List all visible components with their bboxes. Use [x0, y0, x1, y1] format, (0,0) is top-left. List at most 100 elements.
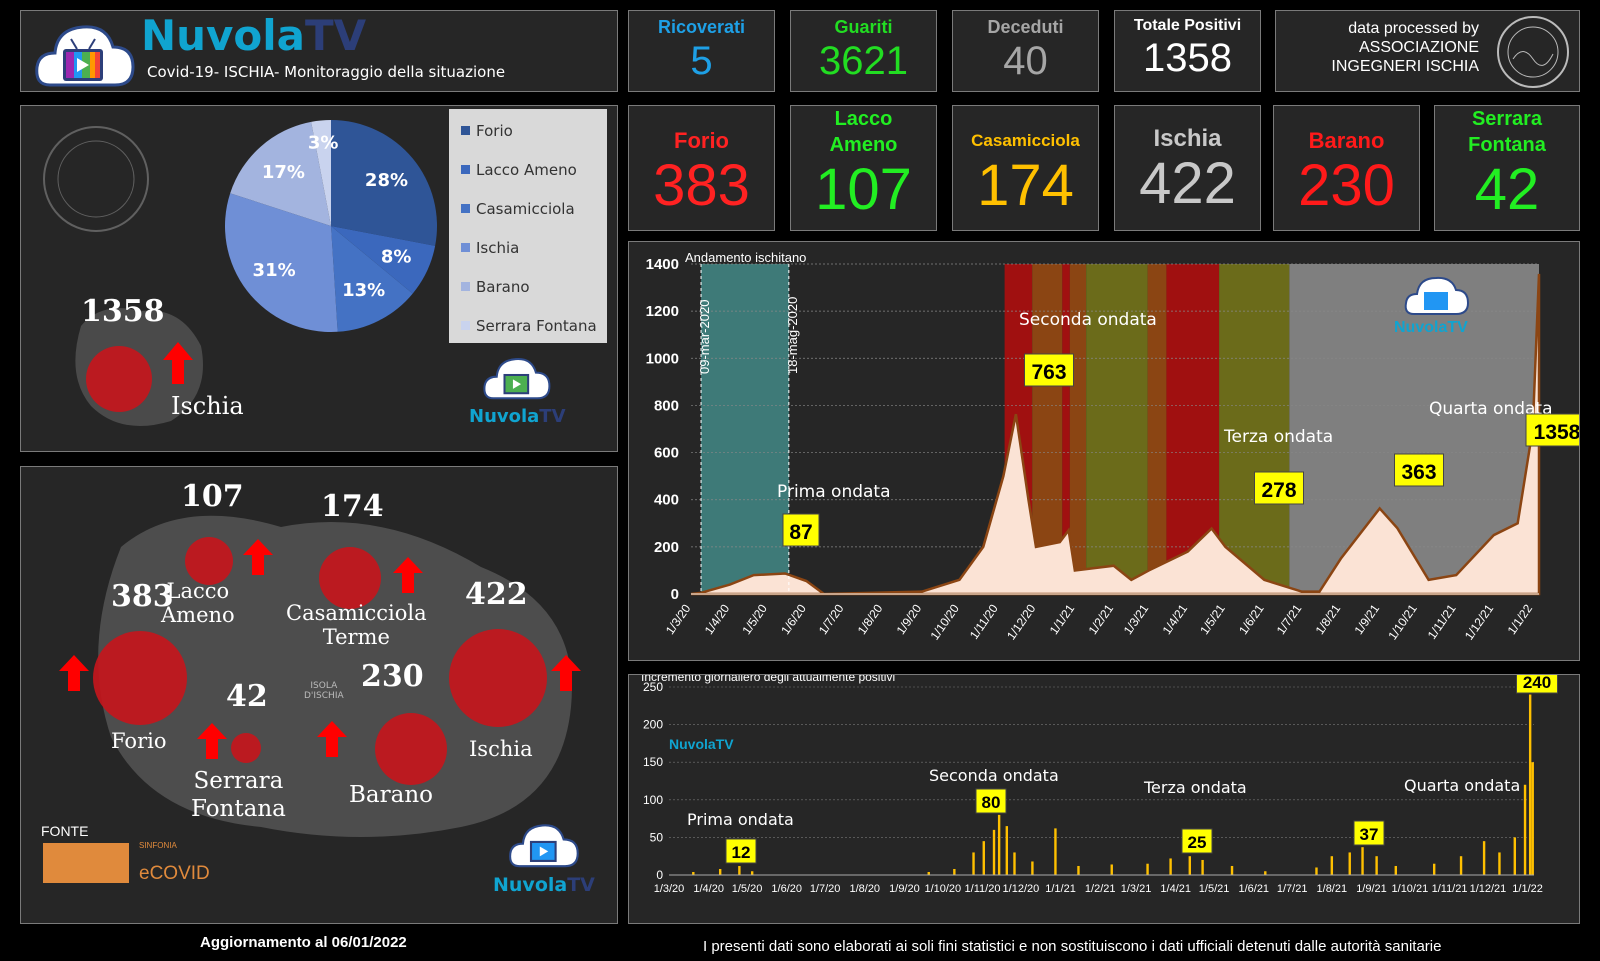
daily-bar	[750, 871, 754, 875]
x-tick-label: 1/5/21	[1197, 601, 1228, 637]
value-callout-box	[975, 788, 1007, 814]
daily-bar	[1169, 858, 1172, 875]
subtitle: Covid-19- ISCHIA- Monitoraggio della sit…	[147, 63, 506, 81]
x-tick-label: 1/7/21	[1274, 601, 1305, 637]
circle-serrara	[231, 733, 261, 763]
x-tick-label: 1/12/21	[1470, 883, 1507, 895]
stat-totale-positivi: Totale Positivi 1358	[1114, 10, 1261, 92]
muni-label: Lacco Ameno	[829, 108, 898, 156]
value-callout-box	[1024, 353, 1074, 387]
muni-casamicciola: Casamicciola 174	[952, 105, 1099, 231]
map-label-serrara: Serrara Fontana	[191, 768, 286, 822]
stat-deceduti: Deceduti 40	[952, 10, 1099, 92]
daily-bar	[1230, 865, 1234, 875]
x-tick-label: 1/9/21	[1356, 883, 1387, 895]
association-seal-watermark-icon	[43, 126, 149, 232]
circle-casamicciola	[319, 547, 381, 609]
legend-item: Barano	[449, 267, 607, 306]
logo-nuvola: NuvolaTV	[669, 736, 734, 752]
muni-label: Barano	[1308, 128, 1385, 153]
y-tick-label: 600	[654, 445, 679, 462]
island-circle	[86, 346, 152, 412]
wave-label: Prima ondata	[777, 482, 891, 502]
up-arrow-icon	[197, 723, 227, 759]
isola-label: ISOLA D'ISCHIA	[304, 681, 344, 701]
x-tick-label: 1/4/21	[1160, 883, 1191, 895]
y-tick-label: 800	[654, 397, 679, 414]
value-callout-box	[1254, 471, 1304, 505]
logo-tv: TV	[539, 406, 566, 427]
map-label-barano: Barano	[349, 782, 433, 808]
daily-bar	[1498, 852, 1501, 875]
map-num-forio: 383	[111, 579, 174, 614]
daily-bar	[1054, 828, 1057, 875]
brand-nuvola: Nuvola	[141, 11, 306, 60]
phase-band	[701, 264, 789, 594]
x-tick-label: 1/11/21	[1425, 601, 1459, 641]
date-marker-label: 09-mar-2020	[697, 300, 712, 374]
wave-label: Quarta ondata	[1404, 776, 1520, 795]
credit-line: data processed by	[1348, 20, 1479, 37]
nuvolatv-watermark: NuvolaTV	[493, 817, 595, 896]
x-tick-label: 1/6/20	[778, 601, 809, 637]
phase-band	[1147, 264, 1167, 594]
x-tick-label: 1/3/21	[1121, 601, 1152, 637]
chart-title: Andamento ischitano	[685, 250, 806, 265]
nuvolatv-watermark: NuvolaTV	[469, 351, 566, 427]
association-seal-icon	[1497, 16, 1569, 88]
muni-value: 230	[1298, 153, 1395, 218]
value-callout: 37	[1360, 825, 1379, 844]
x-tick-label: 1/7/20	[810, 883, 841, 895]
x-tick-label: 1/8/21	[1317, 883, 1348, 895]
y-tick-label: 200	[654, 539, 679, 556]
value-callout: 1358	[1534, 421, 1579, 444]
x-tick-label: 1/7/21	[1277, 883, 1308, 895]
daily-bar	[692, 871, 695, 875]
nuvolatv-logo-icon	[483, 358, 551, 400]
legend-label: Forio	[476, 121, 513, 140]
brand-tv: TV	[305, 11, 367, 60]
pie-slice	[230, 121, 331, 226]
y-tick-label: 150	[643, 755, 663, 769]
muni-forio: Forio 383	[628, 105, 775, 231]
y-tick-label: 200	[643, 718, 663, 732]
phase-band	[1032, 264, 1063, 594]
daily-bar	[1005, 826, 1009, 875]
daily-bar	[1459, 856, 1463, 875]
daily-bar	[997, 814, 1001, 875]
muni-label: Forio	[674, 128, 729, 153]
daily-bar	[1013, 852, 1016, 875]
stat-value: 40	[1003, 39, 1048, 83]
stat-label: Deceduti	[987, 17, 1064, 37]
daily-bar	[1188, 856, 1191, 875]
daily-bar	[1361, 847, 1364, 875]
value-callout-box	[1353, 820, 1385, 846]
value-callout: 278	[1261, 479, 1296, 502]
stat-value: 5	[690, 39, 713, 83]
circle-lacco-ameno	[185, 537, 233, 585]
muni-value: 422	[1139, 151, 1236, 216]
x-tick-label: 1/11/20	[965, 883, 1001, 895]
x-tick-label: 1/5/20	[732, 883, 763, 895]
logo-nuvola: NuvolaTV	[1394, 319, 1468, 336]
stat-label: Ricoverati	[657, 17, 746, 37]
x-tick-label: 1/1/22	[1512, 883, 1543, 895]
map-label-casamicciola: Casamicciola Terme	[286, 601, 427, 649]
legend-swatch	[461, 243, 470, 252]
x-tick-label: 1/5/21	[1199, 883, 1230, 895]
x-tick-label: 1/4/21	[1160, 601, 1191, 637]
brand-title: NuvolaTV	[141, 11, 366, 60]
legend-label: Serrara Fontana	[476, 316, 597, 335]
daily-bar	[1375, 856, 1378, 875]
daily-bar	[1315, 867, 1318, 875]
x-tick-label: 1/9/21	[1352, 601, 1383, 637]
x-tick-label: 1/9/20	[889, 883, 920, 895]
value-callout-box	[782, 513, 820, 547]
y-tick-label: 1000	[646, 350, 679, 367]
up-arrow-icon	[243, 539, 273, 575]
pie-slice	[311, 120, 331, 226]
value-callout: 87	[789, 521, 812, 544]
daily-bar	[718, 868, 722, 875]
muni-label: Casamicciola	[971, 131, 1080, 150]
